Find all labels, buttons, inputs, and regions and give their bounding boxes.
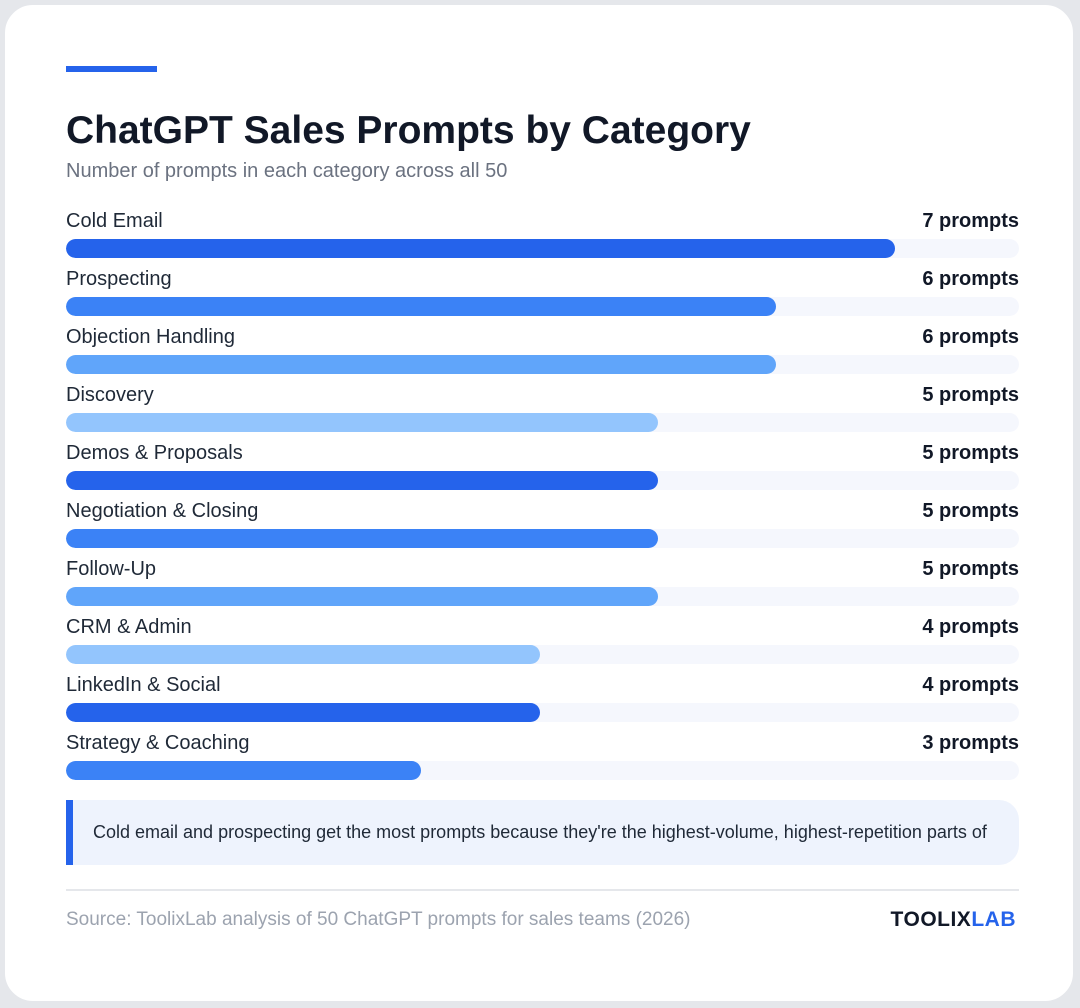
category-label: Prospecting	[66, 268, 172, 290]
bar-row: Discovery 5 prompts	[66, 377, 1019, 435]
value-label: 5 prompts	[922, 384, 1019, 406]
bar-track	[66, 529, 1019, 548]
accent-rule	[66, 66, 157, 72]
bar-track	[66, 703, 1019, 722]
bar-track	[66, 413, 1019, 432]
bar-rows: Cold Email 7 prompts Prospecting 6 prompts O…	[66, 203, 1019, 783]
bar	[66, 761, 421, 780]
category-label: Follow-Up	[66, 558, 157, 580]
bar	[66, 239, 895, 258]
bar-row: Objection Handling 6 prompts	[66, 319, 1019, 377]
brand-logo: TOOLIXLAB	[891, 906, 1016, 934]
bar-row: Negotiation & Closing 5 prompts	[66, 493, 1019, 551]
value-label: 6 prompts	[922, 268, 1019, 290]
bar	[66, 413, 658, 432]
bar-row: CRM & Admin 4 prompts	[66, 609, 1019, 667]
value-label: 4 prompts	[922, 616, 1019, 638]
value-label: 5 prompts	[922, 558, 1019, 580]
bar	[66, 355, 776, 374]
bar-track	[66, 645, 1019, 664]
brand-logo-part1: TOOLIX	[890, 908, 972, 931]
bar	[66, 703, 540, 722]
insight-callout: Cold email and prospecting get the most …	[66, 800, 1019, 865]
footer-divider	[66, 889, 1019, 891]
category-label: CRM & Admin	[66, 616, 192, 638]
bar-track	[66, 239, 1019, 258]
bar	[66, 587, 658, 606]
bar-track	[66, 355, 1019, 374]
bar-track	[66, 297, 1019, 316]
bar-row: Follow-Up 5 prompts	[66, 551, 1019, 609]
category-label: Demos & Proposals	[66, 442, 243, 464]
value-label: 3 prompts	[922, 732, 1019, 754]
value-label: 4 prompts	[922, 674, 1019, 696]
value-label: 6 prompts	[922, 326, 1019, 348]
category-label: Cold Email	[66, 210, 163, 232]
chart-card: ChatGPT Sales Prompts by Category Number…	[3, 3, 1075, 1003]
source-note: Source: ToolixLab analysis of 50 ChatGPT…	[66, 909, 691, 930]
category-label: Objection Handling	[66, 326, 235, 348]
bar	[66, 471, 658, 490]
bar-row: Prospecting 6 prompts	[66, 261, 1019, 319]
bar-track	[66, 761, 1019, 780]
value-label: 5 prompts	[922, 500, 1019, 522]
category-label: Discovery	[66, 384, 154, 406]
brand-logo-part2: LAB	[971, 908, 1016, 931]
category-label: Strategy & Coaching	[66, 732, 250, 754]
bar-track	[66, 471, 1019, 490]
bar-track	[66, 587, 1019, 606]
category-label: LinkedIn & Social	[66, 674, 221, 696]
callout-text: Cold email and prospecting get the most …	[93, 822, 987, 842]
category-label: Negotiation & Closing	[66, 500, 259, 522]
chart-subtitle: Number of prompts in each category acros…	[66, 160, 508, 182]
bar-row: Demos & Proposals 5 prompts	[66, 435, 1019, 493]
bar	[66, 297, 776, 316]
bar-row: Strategy & Coaching 3 prompts	[66, 725, 1019, 783]
bar-row: LinkedIn & Social 4 prompts	[66, 667, 1019, 725]
value-label: 5 prompts	[922, 442, 1019, 464]
bar	[66, 645, 540, 664]
chart-title: ChatGPT Sales Prompts by Category	[66, 109, 751, 152]
value-label: 7 prompts	[922, 210, 1019, 232]
bar	[66, 529, 658, 548]
bar-row: Cold Email 7 prompts	[66, 203, 1019, 261]
